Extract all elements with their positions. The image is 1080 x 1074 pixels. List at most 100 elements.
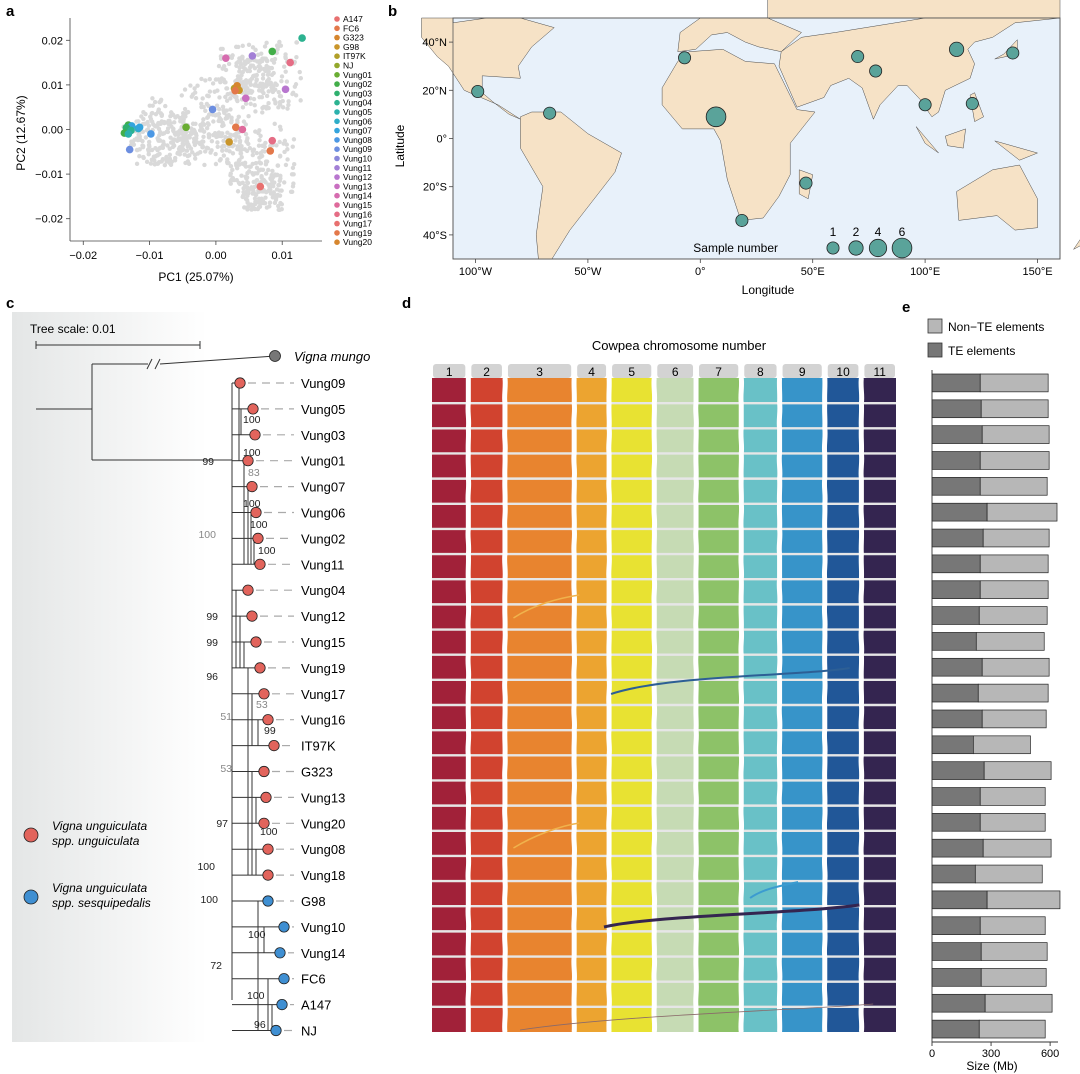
bar-nonte	[982, 528, 1050, 548]
pca-background-point	[190, 150, 195, 155]
legend-swatch	[334, 192, 340, 199]
pca-background-point	[218, 46, 224, 52]
pca-background-point	[235, 118, 240, 123]
pca-background-point	[224, 86, 230, 91]
pca-background-point	[285, 106, 290, 111]
pca-background-point	[272, 121, 277, 127]
pca-background-point	[155, 136, 160, 141]
legend-swatch	[23, 827, 39, 843]
chromosome-label: 10	[836, 365, 850, 379]
chromosome-header	[782, 364, 822, 378]
pca-point	[124, 130, 133, 138]
pca-background-point	[204, 101, 210, 107]
pca-background-point	[193, 95, 199, 101]
pca-y-axis-label: PC2 (12.67%)	[14, 95, 28, 170]
pca-background-point	[237, 140, 243, 145]
tip-marker	[234, 377, 246, 389]
tip-label: Vung03	[301, 428, 345, 443]
land-mass	[661, 49, 816, 221]
tip-label: Vung13	[301, 790, 345, 805]
bar-te	[931, 890, 988, 910]
tree-scale-label: Tree scale: 0.01	[30, 322, 116, 336]
pca-background-point	[253, 109, 258, 114]
bootstrap-value: 83	[248, 467, 260, 479]
pca-background-point	[248, 164, 253, 169]
pca-background-point	[146, 151, 151, 157]
pca-background-point	[192, 142, 198, 148]
pca-background-point	[258, 161, 264, 166]
pca-background-point	[216, 106, 222, 112]
bar-nonte	[984, 993, 1053, 1013]
pca-background-point	[184, 148, 190, 153]
pca-background-point	[219, 76, 224, 81]
pca-background-point	[269, 57, 275, 63]
pca-background-point	[142, 121, 147, 127]
size-legend-title: Sample number	[693, 241, 778, 255]
genome-size-bars: Non−TE elements TE elements 0 300 600 Size …	[927, 318, 1061, 1073]
pca-background-point	[260, 56, 265, 61]
pca-background-point	[158, 97, 164, 103]
pca-background-point	[182, 87, 188, 92]
pca-background-point	[236, 44, 241, 50]
bar-te	[931, 735, 974, 755]
tip-label: Vung05	[301, 402, 345, 417]
pca-background-point	[165, 143, 170, 148]
tip-marker	[249, 429, 261, 441]
chromosome-header	[471, 364, 502, 378]
pca-background-point	[256, 88, 262, 93]
pca-background-point	[243, 67, 248, 72]
pca-background-point	[242, 162, 247, 167]
pca-background-point	[239, 155, 244, 160]
pca-background-point	[237, 181, 242, 187]
pca-background-point	[230, 144, 235, 149]
bootstrap-value: 97	[216, 818, 228, 830]
pca-background-point	[252, 171, 258, 176]
map-x-axis-label: Longitude	[742, 283, 795, 297]
bootstrap-value: 99	[206, 611, 218, 623]
legend-swatch	[334, 34, 340, 41]
pca-background-point	[214, 103, 220, 108]
pca-background-point	[185, 153, 190, 159]
pca-background-point	[297, 69, 302, 75]
pca-background-point	[153, 111, 159, 117]
pca-background-point	[242, 59, 248, 64]
pca-background-point	[233, 133, 239, 139]
bar-te	[931, 813, 981, 832]
size-legend-circle	[868, 238, 888, 258]
pca-background-point	[151, 122, 156, 127]
x-tick-label: 100°W	[459, 266, 493, 278]
legend-label: Vung03	[343, 88, 372, 98]
pca-background-point	[259, 153, 265, 159]
x-tick-label: −0.01	[136, 250, 164, 262]
legend-label: Vung14	[343, 191, 372, 201]
pca-background-point	[240, 43, 245, 49]
pca-background-point	[157, 151, 162, 157]
x-tick-label: 150°E	[1022, 266, 1052, 278]
pca-background-point	[268, 191, 274, 196]
bar-nonte	[979, 813, 1046, 832]
pca-background-point	[266, 69, 271, 74]
sample-site	[735, 213, 749, 227]
legend-label: Vung02	[343, 79, 372, 89]
pca-background-point	[280, 98, 285, 104]
pca-background-point	[247, 146, 253, 151]
pca-background-point	[246, 114, 251, 119]
pca-background-point	[215, 140, 220, 145]
tip-label: Vung16	[301, 713, 345, 728]
legend-swatch	[334, 25, 340, 32]
bar-nonte	[972, 735, 1031, 755]
bar-te	[931, 787, 981, 806]
bar-te	[931, 864, 976, 884]
tip-label: G323	[301, 765, 333, 780]
chromosome-gap	[858, 377, 865, 1033]
bootstrap-value: 100	[198, 529, 216, 541]
pca-legend: A147FC6G323G98IT97KNJVung01Vung02Vung03V…	[334, 14, 372, 247]
pca-background-point	[223, 116, 228, 121]
pca-background-point	[279, 78, 284, 84]
chromosome-header	[827, 364, 859, 378]
pca-background-point	[193, 121, 198, 126]
pca-background-point	[181, 113, 186, 118]
panel-label-b: b	[388, 3, 397, 20]
pca-background-point	[223, 80, 228, 85]
pca-background-point	[153, 146, 158, 151]
